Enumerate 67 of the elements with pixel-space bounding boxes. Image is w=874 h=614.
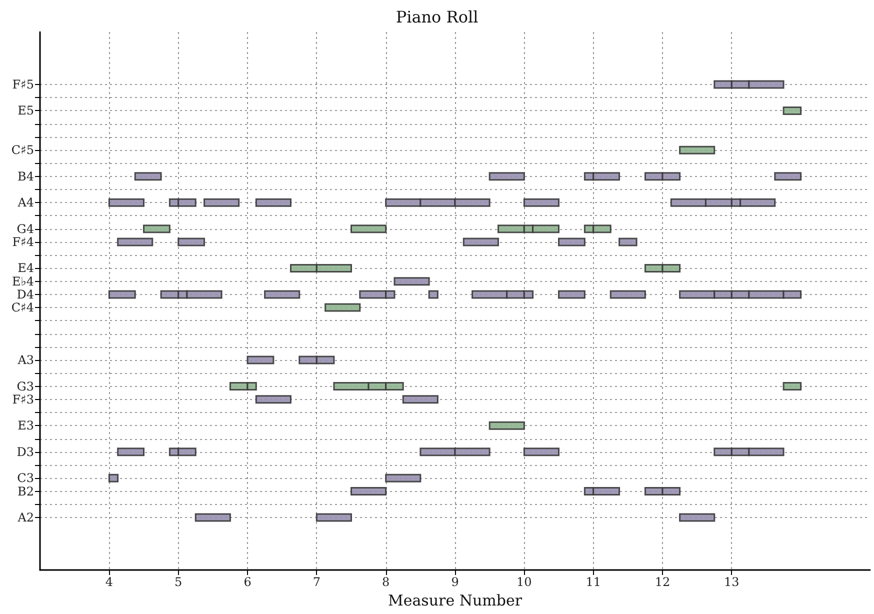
bar [108,198,144,207]
bar [782,382,802,391]
bar [264,290,300,299]
bar [178,238,206,246]
y-tick-label: B2 [18,484,34,498]
bar [108,290,136,299]
bar [462,238,499,246]
bar [316,513,352,522]
bar [134,172,162,181]
bar [385,474,422,482]
y-tick-label: D4 [16,287,34,302]
y-tick-label: E3 [18,418,34,433]
bar [117,238,154,246]
bar [108,474,119,482]
bar [782,106,802,115]
bar [246,356,274,364]
bar [324,303,361,312]
x-tick-label: 12 [654,575,670,589]
bar [488,421,525,430]
x-tick-label: 13 [724,575,740,589]
y-tick-label: E5 [18,104,34,118]
x-tick-label: 5 [174,575,182,589]
x-tick-label: 6 [244,575,252,589]
bar [679,146,716,154]
bar [255,198,292,207]
y-tick-label: A3 [16,353,34,368]
x-axis-title: Measure Number [388,591,523,610]
x-tick-label: 7 [312,575,320,589]
bar [394,277,430,286]
bar [488,172,525,181]
bar [350,487,387,496]
bar [679,513,716,522]
x-tick-label: 8 [382,575,390,589]
x-tick-label: 11 [586,575,601,589]
x-tick-label: 9 [451,575,459,589]
bar [774,172,802,181]
y-tick-label: A4 [16,196,34,210]
y-tick-label: F♯4 [12,234,34,249]
y-tick-label: C♯4 [11,300,34,315]
y-tick-label: E4 [18,261,34,276]
x-tick-label: 10 [516,575,532,589]
bar [204,198,240,207]
chart-title: Piano Roll [396,8,478,26]
bar [117,448,144,456]
bar [523,198,560,207]
bar [350,224,387,234]
y-tick-label: F♯5 [12,77,34,92]
y-tick-label: G3 [16,379,34,394]
y-tick-label: B4 [18,169,34,184]
y-tick-label: A2 [16,510,34,525]
bar [558,290,586,299]
bar [428,290,438,299]
bar [558,238,586,246]
bar [194,513,231,522]
y-tick-label: C♯5 [11,143,34,158]
bar [618,238,638,246]
bar [143,224,170,234]
bar [402,395,438,404]
y-tick-label: D3 [16,444,34,459]
bar [255,395,292,404]
y-tick-label: F♯3 [12,392,34,406]
bar [610,290,646,299]
bar [523,448,560,456]
x-tick-label: 4 [105,575,114,589]
y-tick-label: E♭4 [12,274,34,288]
y-tick-label: G4 [16,222,34,236]
y-tick-label: C3 [17,471,34,486]
